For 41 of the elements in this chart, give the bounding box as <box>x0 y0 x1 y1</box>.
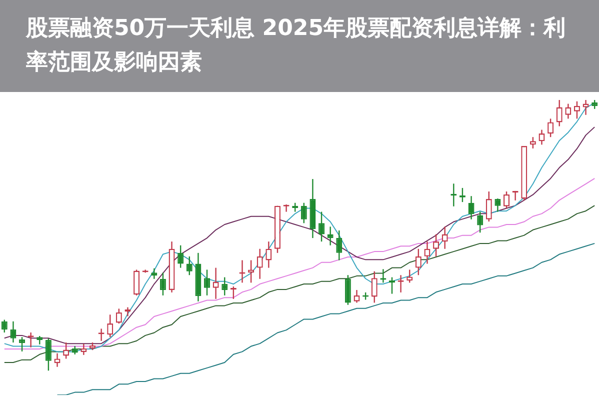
candlestick <box>468 195 474 220</box>
candlestick <box>424 240 430 264</box>
candlestick <box>19 336 26 352</box>
candlestick <box>266 240 272 268</box>
candlestick <box>486 190 492 222</box>
candlestick <box>565 103 572 120</box>
candlestick <box>538 129 545 146</box>
candlestick <box>548 118 554 138</box>
candlestick <box>204 269 210 296</box>
candlestick <box>504 190 510 209</box>
candlestick <box>10 320 16 344</box>
candlestick <box>54 352 60 368</box>
candlestick <box>354 289 360 304</box>
candlestick <box>178 244 184 268</box>
candlestick <box>186 256 192 276</box>
candlestick <box>116 308 122 324</box>
candlestick <box>222 276 228 296</box>
candlestick <box>107 314 114 338</box>
candlestick <box>134 269 140 296</box>
candlestick <box>477 211 484 234</box>
candlestick <box>574 100 580 120</box>
candlestick <box>230 286 236 300</box>
candlestick <box>327 226 334 246</box>
candlestick <box>63 342 70 360</box>
candlestick <box>318 211 325 242</box>
candlestick <box>1 319 8 334</box>
candlestick <box>45 338 52 372</box>
candlestick <box>406 269 413 284</box>
candlestick <box>556 99 562 127</box>
candlestick <box>160 272 166 296</box>
candlestick <box>344 274 351 306</box>
candlestick <box>433 234 440 258</box>
candlestick <box>442 226 448 250</box>
candlestick <box>336 230 342 261</box>
candlestick <box>80 343 87 356</box>
candlestick <box>371 270 378 304</box>
candlestick <box>256 248 263 280</box>
candlestick <box>212 267 219 300</box>
chart-title: 股票融资50万一天利息 2025年股票配资利息详解：利率范围及影响因素 <box>0 0 599 92</box>
candlestick <box>415 248 422 276</box>
candlestick <box>300 202 307 224</box>
